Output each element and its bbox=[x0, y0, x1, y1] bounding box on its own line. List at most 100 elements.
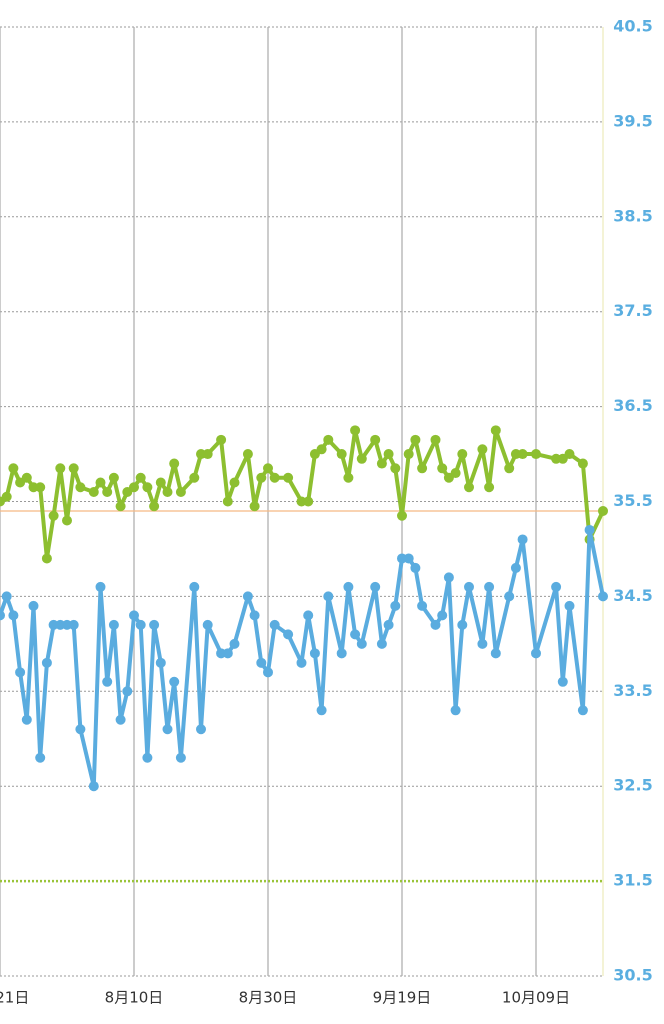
data-point bbox=[350, 425, 361, 436]
data-point bbox=[21, 472, 32, 483]
data-point bbox=[162, 487, 173, 498]
data-point bbox=[155, 477, 166, 488]
data-point bbox=[229, 638, 240, 649]
data-point bbox=[75, 482, 86, 493]
data-point bbox=[149, 501, 160, 512]
data-point bbox=[484, 482, 495, 493]
data-point bbox=[1, 591, 12, 602]
data-point bbox=[484, 581, 495, 592]
data-point bbox=[577, 705, 588, 716]
y-tick-label: 30.5 bbox=[613, 966, 652, 985]
data-point bbox=[135, 619, 146, 630]
data-point bbox=[410, 562, 421, 573]
data-point bbox=[229, 477, 240, 488]
data-point bbox=[222, 648, 233, 659]
y-tick-label: 31.5 bbox=[613, 871, 652, 890]
data-point bbox=[430, 619, 441, 630]
data-point bbox=[564, 600, 575, 611]
data-point bbox=[376, 458, 387, 469]
data-point bbox=[169, 458, 180, 469]
data-point bbox=[269, 472, 280, 483]
data-point bbox=[222, 496, 233, 507]
data-point bbox=[477, 444, 488, 455]
y-tick-label: 37.5 bbox=[613, 301, 652, 320]
data-point bbox=[517, 449, 528, 460]
data-point bbox=[169, 676, 180, 687]
data-point bbox=[129, 482, 139, 493]
data-point bbox=[283, 629, 294, 640]
data-point bbox=[316, 444, 327, 455]
data-point bbox=[216, 434, 227, 445]
data-point bbox=[383, 619, 394, 630]
y-tick-label: 39.5 bbox=[613, 111, 652, 130]
y-tick-label: 38.5 bbox=[613, 206, 652, 225]
y-tick-label: 33.5 bbox=[613, 681, 652, 700]
data-point bbox=[88, 781, 99, 792]
data-point bbox=[450, 705, 461, 716]
x-tick-label: 8月10日 bbox=[105, 989, 164, 1007]
data-point bbox=[370, 581, 381, 592]
data-point bbox=[41, 657, 52, 668]
data-point bbox=[584, 524, 595, 535]
data-point bbox=[108, 619, 119, 630]
data-point bbox=[189, 581, 200, 592]
data-point bbox=[510, 562, 521, 573]
data-point bbox=[41, 553, 52, 564]
data-point bbox=[155, 657, 166, 668]
data-point bbox=[477, 638, 488, 649]
data-point bbox=[75, 724, 86, 735]
data-point bbox=[122, 686, 133, 697]
data-point bbox=[108, 472, 119, 483]
data-point bbox=[343, 581, 354, 592]
data-point bbox=[564, 449, 575, 460]
data-point bbox=[88, 487, 99, 498]
data-point bbox=[102, 676, 113, 687]
data-point bbox=[202, 449, 213, 460]
data-point bbox=[551, 581, 562, 592]
data-point bbox=[557, 676, 568, 687]
data-point bbox=[457, 619, 468, 630]
data-point bbox=[457, 449, 468, 460]
y-tick-label: 40.5 bbox=[613, 17, 652, 36]
data-point bbox=[283, 472, 294, 483]
data-point bbox=[316, 705, 327, 716]
y-tick-label: 36.5 bbox=[613, 396, 652, 415]
data-point bbox=[28, 600, 39, 611]
data-point bbox=[196, 724, 206, 735]
data-point bbox=[35, 752, 46, 763]
data-point bbox=[202, 619, 213, 630]
data-point bbox=[417, 600, 428, 611]
data-point bbox=[162, 724, 173, 735]
data-point bbox=[531, 449, 541, 460]
y-tick-label: 32.5 bbox=[613, 776, 652, 795]
data-point bbox=[142, 752, 153, 763]
data-point bbox=[490, 648, 501, 659]
data-point bbox=[437, 463, 448, 474]
data-point bbox=[95, 581, 106, 592]
data-point bbox=[356, 453, 367, 464]
data-point bbox=[68, 463, 79, 474]
data-point bbox=[296, 657, 307, 668]
data-point bbox=[464, 581, 474, 592]
data-point bbox=[256, 657, 267, 668]
data-point bbox=[115, 501, 126, 512]
data-point bbox=[450, 468, 461, 479]
x-tick-label: 9月19日 bbox=[373, 989, 432, 1007]
data-point bbox=[189, 472, 200, 483]
data-point bbox=[464, 482, 474, 493]
data-point bbox=[68, 619, 79, 630]
data-point bbox=[303, 496, 314, 507]
data-point bbox=[149, 619, 160, 630]
data-point bbox=[598, 591, 608, 602]
x-tick-label: 10月09日 bbox=[502, 989, 570, 1007]
y-tick-label: 34.5 bbox=[613, 586, 652, 605]
data-point bbox=[531, 648, 541, 659]
data-point bbox=[390, 463, 401, 474]
data-point bbox=[504, 591, 515, 602]
data-point bbox=[430, 434, 441, 445]
data-point bbox=[577, 458, 588, 469]
data-point bbox=[102, 487, 113, 498]
data-point bbox=[309, 648, 320, 659]
data-point bbox=[323, 591, 334, 602]
